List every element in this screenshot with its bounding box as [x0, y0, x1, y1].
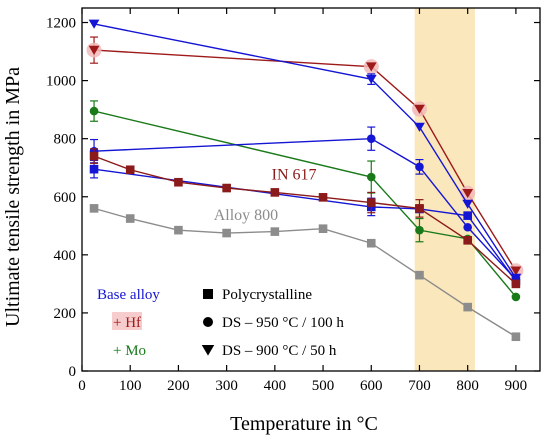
- data-point: [89, 106, 99, 116]
- data-point: [415, 204, 424, 213]
- data-point: [462, 188, 474, 199]
- data-point: [270, 188, 280, 197]
- y-tick-label: 600: [54, 190, 77, 206]
- legend-alloy-label: + Mo: [113, 343, 146, 359]
- legend-structure-label: Polycrystalline: [222, 287, 312, 303]
- x-tick-label: 800: [456, 378, 479, 394]
- data-point: [88, 19, 100, 29]
- annotation-layer: IN 617 Alloy 800: [214, 166, 317, 224]
- legend-alloy-label: + Hf: [113, 315, 141, 331]
- series-line: [93, 207, 517, 338]
- y-tick-label: 400: [54, 248, 77, 264]
- legend-structure-label: DS – 950 °C / 100 h: [222, 315, 344, 331]
- y-tick-label: 1000: [46, 74, 76, 90]
- data-point: [366, 198, 376, 207]
- x-tick-label: 300: [215, 378, 238, 394]
- x-tick-label: 100: [119, 378, 142, 394]
- data-point: [89, 164, 99, 174]
- data-point: [89, 151, 99, 161]
- data-point: [125, 165, 135, 175]
- legend-marker: [203, 317, 213, 327]
- y-tick-label: 200: [54, 306, 77, 322]
- data-point: [511, 332, 521, 342]
- data-point: [463, 302, 472, 312]
- data-point: [415, 270, 424, 280]
- data-point: [463, 211, 472, 220]
- series-line: [93, 155, 517, 285]
- data-point: [366, 172, 376, 182]
- legend-alloy-label: Base alloy: [97, 287, 160, 303]
- x-tick-label: 500: [312, 378, 335, 394]
- x-tick-label: 0: [78, 378, 86, 394]
- x-tick-label: 700: [408, 378, 431, 394]
- data-point: [365, 62, 377, 72]
- axes-layer: 0 100 200 300 400 500 600 700 800 900 0 200 400 600 80…: [46, 7, 541, 394]
- x-tick-label: 400: [264, 378, 287, 394]
- x-tick-label: 200: [167, 378, 190, 394]
- data-point: [511, 292, 521, 302]
- data-point: [125, 214, 135, 223]
- data-point: [89, 204, 99, 213]
- y-tick-label: 800: [54, 132, 77, 148]
- data-point: [463, 236, 472, 245]
- data-point: [174, 225, 183, 235]
- y-axis-label: Ultimate tensile strength in MPa: [2, 67, 24, 327]
- data-point: [463, 222, 472, 232]
- data-point: [414, 122, 425, 132]
- data-point: [318, 193, 328, 202]
- series-7: [89, 204, 521, 342]
- data-point: [222, 228, 231, 238]
- legend-structure-label: DS – 900 °C / 50 h: [222, 343, 337, 359]
- data-point: [414, 104, 425, 114]
- data-point: [318, 224, 328, 234]
- annotation-label: IN 617: [272, 166, 317, 183]
- data-point: [366, 238, 376, 248]
- plot-frame: [81, 7, 541, 372]
- legend-highlight: [112, 312, 142, 330]
- series-layer: [86, 19, 524, 342]
- data-point: [270, 227, 280, 236]
- data-point: [511, 279, 521, 289]
- data-point: [365, 74, 377, 84]
- annotation-label: Alloy 800: [214, 207, 278, 224]
- data-point: [366, 134, 376, 143]
- data-point: [88, 45, 100, 55]
- legend: Base alloy + Hf + Mo Polycrystalline DS – 95…: [97, 287, 344, 359]
- data-point: [415, 162, 424, 172]
- data-point: [174, 177, 183, 187]
- data-point: [415, 225, 424, 235]
- x-tick-label: 900: [505, 378, 528, 394]
- series-6: [89, 148, 521, 289]
- data-point: [462, 199, 474, 209]
- data-point: [510, 266, 522, 276]
- data-point: [222, 183, 231, 193]
- y-tick-label: 1200: [46, 16, 76, 32]
- y-tick-label: 0: [69, 364, 77, 380]
- legend-marker: [201, 345, 215, 356]
- x-tick-label: 600: [360, 378, 383, 394]
- legend-marker: [203, 289, 213, 299]
- x-axis-label: Temperature in °C: [230, 413, 378, 435]
